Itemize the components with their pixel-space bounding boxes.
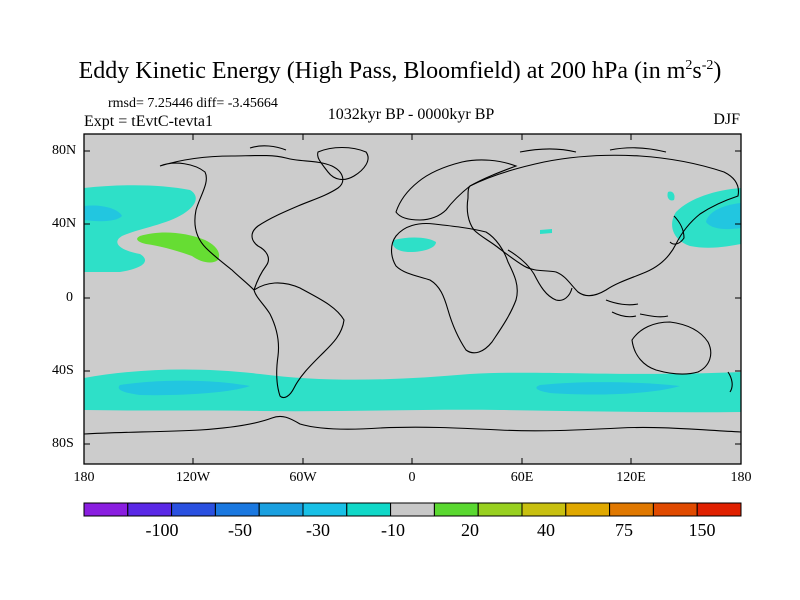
lon-label-120e: 120E bbox=[616, 470, 646, 485]
lon-label-0: 0 bbox=[408, 470, 416, 485]
south-america-coast bbox=[253, 282, 345, 399]
lon-label-180-east: 180 bbox=[730, 470, 752, 485]
colorbar-swatch bbox=[521, 502, 567, 517]
colorbar-swatch bbox=[652, 502, 698, 517]
greenland-coast bbox=[317, 146, 369, 181]
colorbar-swatch bbox=[171, 502, 216, 517]
europe-coast bbox=[395, 159, 518, 221]
colorbar-swatch bbox=[258, 502, 304, 517]
southern-band-outer bbox=[84, 369, 741, 413]
colorbar-label-1: -100 bbox=[145, 520, 179, 540]
southern-band-inner-1 bbox=[118, 380, 251, 396]
mediterranean-patch bbox=[540, 229, 552, 234]
arabia-india-coast bbox=[507, 249, 573, 301]
new-zealand-coast bbox=[727, 371, 733, 393]
japan-coast bbox=[669, 215, 685, 245]
colorbar-swatch bbox=[565, 502, 611, 517]
colorbar-swatch bbox=[346, 502, 392, 517]
africa-coast bbox=[390, 222, 518, 354]
season-label: DJF bbox=[713, 111, 740, 128]
field-bands bbox=[84, 185, 741, 413]
experiment-label: Expt = tEvtC-tevta1 bbox=[84, 113, 213, 130]
stats-text: rmsd= 7.25446 diff= -3.45664 bbox=[108, 96, 278, 111]
australia-coast bbox=[631, 321, 712, 375]
colorbar-swatch bbox=[302, 502, 348, 517]
north-america-coast bbox=[159, 154, 344, 292]
colorbar bbox=[83, 502, 742, 517]
positive-anomaly-pacific bbox=[137, 232, 220, 263]
lon-label-60w: 60W bbox=[289, 470, 317, 485]
north-pacific-band-west bbox=[84, 185, 196, 272]
colorbar-swatch bbox=[433, 502, 479, 517]
lon-label-180-west: 180 bbox=[73, 470, 95, 485]
north-africa-patch bbox=[392, 237, 436, 252]
colorbar-swatch bbox=[390, 502, 435, 517]
lon-label-60e: 60E bbox=[510, 470, 534, 485]
lat-label-80s: 80S bbox=[52, 436, 74, 451]
colorbar-swatch bbox=[696, 502, 742, 517]
colorbar-swatch bbox=[127, 502, 173, 517]
lat-label-80n: 80N bbox=[52, 143, 77, 158]
axis-ticks bbox=[84, 134, 741, 464]
lat-label-40s: 40S bbox=[52, 363, 74, 378]
lon-label-120w: 120W bbox=[175, 470, 211, 485]
colorbar-label-4: -10 bbox=[381, 520, 405, 540]
colorbar-label-3: -30 bbox=[306, 520, 330, 540]
coastlines bbox=[84, 145, 741, 435]
arctic-islands bbox=[249, 145, 667, 153]
lat-label-0: 0 bbox=[66, 290, 73, 305]
colorbar-label-8: 150 bbox=[688, 520, 716, 540]
eurasia-coast bbox=[466, 154, 740, 297]
colorbar-swatch bbox=[477, 502, 523, 517]
southeast-asia-islands bbox=[605, 299, 669, 318]
antarctica-coast bbox=[84, 415, 741, 435]
colorbar-swatch bbox=[214, 502, 260, 517]
colorbar-label-6: 40 bbox=[537, 520, 555, 540]
north-pacific-core-east bbox=[706, 203, 741, 230]
north-pacific-band-east bbox=[672, 188, 741, 248]
lat-label-40n: 40N bbox=[52, 216, 77, 231]
east-asia-patch bbox=[667, 191, 675, 201]
colorbar-swatch bbox=[83, 502, 129, 517]
colorbar-label-5: 20 bbox=[461, 520, 479, 540]
map-background bbox=[84, 134, 741, 464]
north-pacific-core-west bbox=[84, 205, 122, 222]
colorbar-swatch bbox=[609, 502, 654, 517]
southern-band-inner-2 bbox=[536, 382, 680, 395]
colorbar-label-7: 75 bbox=[615, 520, 633, 540]
chart-title: Eddy Kinetic Energy (High Pass, Bloomfie… bbox=[78, 58, 722, 84]
colorbar-label-2: -50 bbox=[228, 520, 252, 540]
period-label: 1032kyr BP - 0000kyr BP bbox=[327, 106, 495, 123]
